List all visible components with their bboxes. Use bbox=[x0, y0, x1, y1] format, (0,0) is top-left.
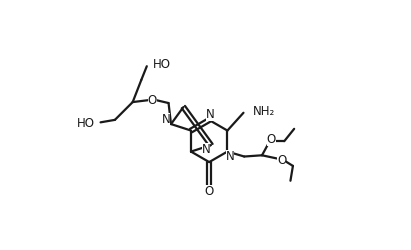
Text: NH₂: NH₂ bbox=[253, 105, 275, 118]
Text: HO: HO bbox=[153, 58, 171, 71]
Text: O: O bbox=[267, 133, 276, 146]
Text: HO: HO bbox=[77, 117, 95, 130]
Text: N: N bbox=[226, 150, 234, 163]
Text: O: O bbox=[205, 184, 214, 198]
Text: O: O bbox=[277, 154, 286, 168]
Text: N: N bbox=[206, 108, 215, 121]
Text: O: O bbox=[148, 94, 157, 106]
Text: N: N bbox=[162, 113, 171, 126]
Text: N: N bbox=[202, 143, 210, 156]
